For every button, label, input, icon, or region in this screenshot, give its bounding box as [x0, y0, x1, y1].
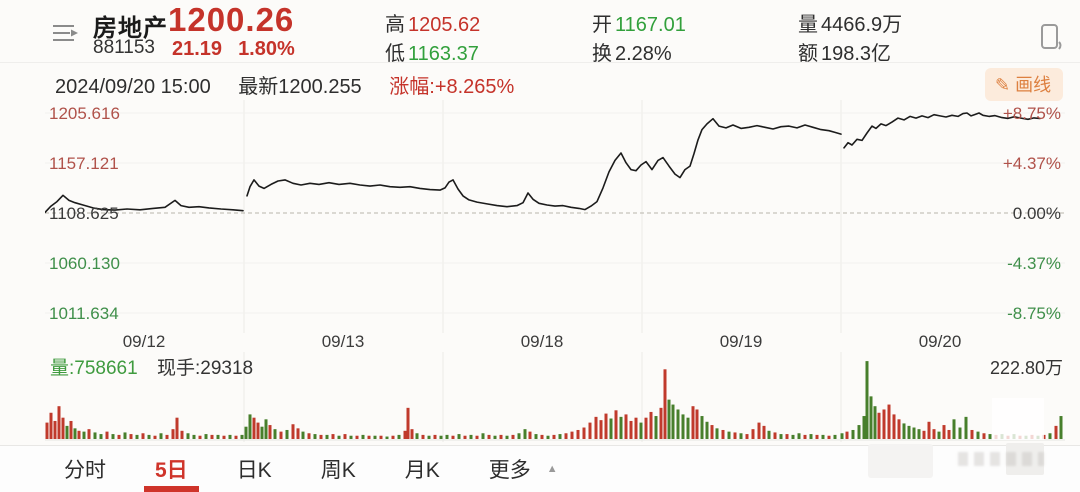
svg-text:0.00%: 0.00% [1013, 204, 1061, 223]
stock-name: 房地产 [93, 15, 168, 42]
rotate-screen-icon[interactable] [1040, 22, 1064, 54]
tab-weekly-k[interactable]: 周K [321, 446, 356, 492]
last-price: 1200.26 [168, 1, 295, 38]
crosshair-readout-row: 2024/09/20 15:00 最新1200.255 涨幅:+8.265% [55, 70, 536, 99]
stat-开: 开 1167.01 [592, 14, 686, 36]
stock-code: 881153 [93, 37, 155, 58]
price-change-row: 21.19 1.80% [172, 38, 311, 61]
x-axis-labels: 09/12 09/13 09/18 09/19 09/20 [45, 332, 1065, 352]
svg-text:1011.634: 1011.634 [49, 304, 119, 323]
watermark-smudge [958, 452, 1044, 466]
tab-minute[interactable]: 分时 [64, 446, 106, 492]
readout-latest: 最新1200.255 [238, 76, 362, 98]
watermark-smudge [1006, 443, 1044, 475]
tab-label: 5日 [155, 459, 188, 482]
readout-change-pct: 涨幅:+8.265% [389, 76, 515, 98]
draw-line-label: 画线 [1015, 75, 1052, 95]
draw-line-button[interactable]: ✎ 画线 [985, 68, 1064, 101]
watermark-smudge [868, 444, 933, 478]
more-arrow-icon: ▲ [546, 463, 558, 475]
tab-label: 月K [404, 459, 440, 482]
tab-monthly-k[interactable]: 月K [405, 446, 440, 492]
volume-max-scale-label: 222.80万 [989, 358, 1063, 378]
svg-text:1205.616: 1205.616 [49, 104, 120, 123]
volume-chart[interactable] [45, 352, 1065, 442]
svg-text:+8.75%: +8.75% [1003, 104, 1061, 123]
stat-高: 高 1205.62 [385, 14, 481, 36]
volume-readout: 量:758661 现手:29318 [50, 353, 253, 380]
svg-text:1108.625: 1108.625 [49, 204, 119, 223]
x-axis-label: 09/13 [321, 332, 365, 351]
stat-额: 额 198.3亿 [798, 43, 892, 65]
tab-label: 更多 [488, 459, 531, 482]
price-chart[interactable]: 1205.616 +8.75% 1157.121 +4.37% 1108.625 0.00… [44, 100, 1065, 333]
quote-stats: 高 1205.62 低 1163.37 开 1167.01 换 2.28% 量 4466.9万额 1… [0, 0, 1080, 65]
tab-daily-k[interactable]: 日K [237, 446, 272, 492]
stock-switcher-menu-icon[interactable] [50, 22, 82, 44]
tab-more[interactable]: 更多 ▲ [489, 446, 558, 492]
svg-text:+4.37%: +4.37% [1003, 154, 1061, 173]
stat-换: 换 2.28% [592, 43, 672, 65]
x-axis-label: 09/12 [122, 332, 166, 351]
tab-label: 日K [236, 459, 272, 482]
x-axis-label: 09/20 [918, 332, 962, 351]
header-divider [0, 62, 1080, 63]
price-change: 21.19 [172, 38, 223, 60]
tab-label: 分时 [64, 459, 106, 482]
stat-低: 低 1163.37 [385, 43, 479, 65]
svg-text:-8.75%: -8.75% [1007, 304, 1061, 323]
readout-datetime: 2024/09/20 15:00 [55, 76, 211, 98]
price-change-pct: 1.80% [238, 38, 295, 60]
current-lot-value: 现手:29318 [156, 358, 254, 379]
x-axis-label: 09/18 [520, 332, 564, 351]
svg-text:1060.130: 1060.130 [49, 254, 120, 273]
x-axis-label: 09/19 [719, 332, 763, 351]
pencil-icon: ✎ [995, 75, 1011, 95]
tab-label: 周K [320, 459, 356, 482]
stat-量: 量 4466.9万 [798, 14, 903, 36]
tab-5day[interactable]: 5日 [144, 446, 199, 492]
svg-text:-4.37%: -4.37% [1007, 254, 1061, 273]
volume-value: 量:758661 [50, 358, 138, 379]
svg-text:1157.121: 1157.121 [49, 154, 119, 173]
overlay-artifact [992, 398, 1044, 440]
